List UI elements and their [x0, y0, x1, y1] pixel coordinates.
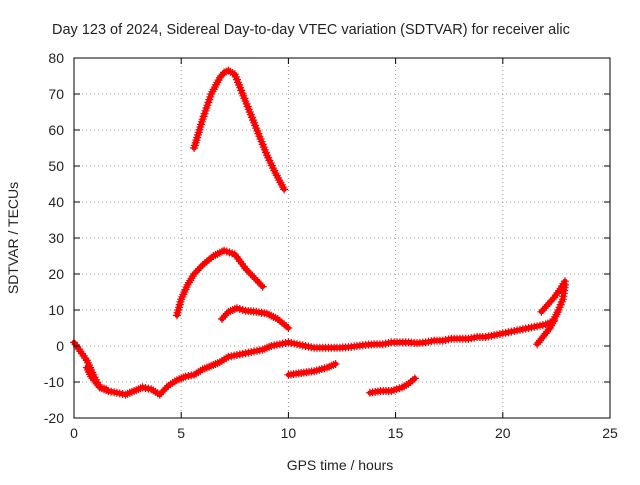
data-point — [246, 270, 255, 278]
data-point — [258, 282, 267, 291]
y-tick-label: 20 — [48, 266, 64, 282]
data-point — [331, 360, 340, 368]
chart-title: Day 123 of 2024, Sidereal Day-to-day VTE… — [52, 22, 570, 38]
data-point — [251, 275, 260, 284]
x-tick-label: 0 — [70, 425, 78, 441]
data-point — [253, 277, 262, 286]
data-point — [195, 264, 204, 273]
y-tick-label: 40 — [48, 194, 64, 210]
x-tick-label: 5 — [177, 425, 185, 441]
y-tick-label: -20 — [44, 410, 64, 426]
data-point — [244, 268, 253, 277]
data-layer — [70, 66, 569, 399]
x-tick-label: 10 — [281, 425, 297, 441]
data-point — [160, 385, 169, 394]
y-tick-label: 60 — [48, 122, 64, 138]
series-band — [71, 318, 557, 398]
data-point — [155, 390, 164, 399]
data-point — [280, 185, 289, 194]
grid-layer — [74, 58, 610, 418]
series-segment-neg-10 — [284, 360, 340, 379]
y-tick-label: 80 — [48, 50, 64, 66]
data-point — [159, 387, 168, 395]
data-point — [102, 385, 111, 394]
data-point — [248, 271, 257, 280]
data-point — [250, 273, 259, 282]
series-end-rise — [533, 280, 569, 349]
data-point — [544, 325, 553, 334]
data-point — [284, 324, 293, 332]
data-point — [193, 266, 202, 275]
series-baseline-band — [70, 316, 559, 399]
x-axis-label: GPS time / hours — [287, 457, 394, 473]
data-point — [255, 279, 264, 287]
series-arc-upper-high — [190, 66, 289, 194]
data-point — [410, 374, 419, 383]
y-tick-label: -10 — [44, 374, 64, 390]
x-tick-label: 25 — [602, 425, 618, 441]
y-axis-label: SDTVAR / TECUs — [5, 182, 21, 294]
label-layer: Day 123 of 2024, Sidereal Day-to-day VTE… — [5, 22, 570, 473]
x-tick-label: 15 — [388, 425, 404, 441]
series-early-dip — [82, 363, 111, 394]
series-segment-neg-15 — [365, 374, 419, 397]
data-point — [241, 264, 250, 273]
data-point — [191, 268, 200, 277]
data-point — [256, 280, 265, 289]
series-end-rise-upper — [537, 277, 569, 316]
data-point — [190, 270, 199, 278]
y-tick-label: 70 — [48, 86, 64, 102]
data-point — [560, 277, 569, 286]
data-point — [196, 262, 205, 271]
series-arc-upper-mid — [172, 246, 267, 320]
data-point — [243, 266, 252, 275]
data-point — [548, 295, 557, 304]
y-tick-label: 0 — [56, 338, 64, 354]
x-tick-label: 20 — [495, 425, 511, 441]
y-tick-label: 50 — [48, 158, 64, 174]
tick-layer: 0 5 10 15 20 25 -20 -10 0 10 20 30 40 50 60 70 80 — [44, 50, 618, 441]
y-tick-label: 10 — [48, 302, 64, 318]
y-tick-label: 30 — [48, 230, 64, 246]
data-point — [157, 388, 166, 397]
series-arc-small — [217, 304, 293, 332]
